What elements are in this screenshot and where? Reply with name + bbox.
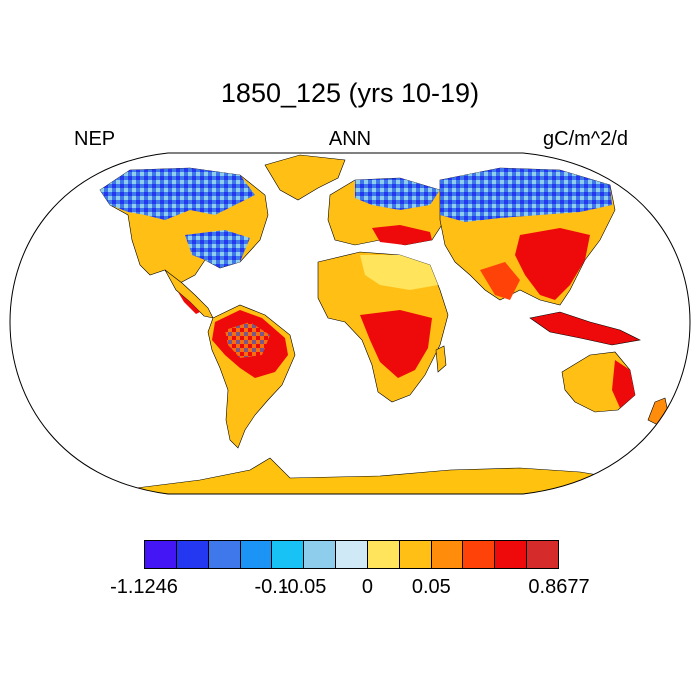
colorbar-segment [527,541,558,568]
colorbar-segment [431,541,464,568]
central-america-red [178,292,200,314]
variable-label: NEP [74,128,116,150]
siberia-blue [440,168,612,222]
map-outline [9,152,691,495]
africa-central-red [360,310,432,378]
australia-east-red [612,360,635,408]
indonesia [529,311,641,346]
east-asia-red [515,228,590,300]
south-america-tropics-mixed [225,322,270,358]
colorbar-tick-label: -1.1246 [110,576,178,598]
units-label: gC/m^2/d [543,128,628,150]
europe-north-blue [355,178,440,210]
colorbar-tick-label: 0.05 [411,576,451,598]
europe-south-red [372,225,432,245]
colorbar-segment [304,541,337,568]
colorbar-segment [336,541,368,568]
greenland [264,154,346,201]
colorbar-segment [495,541,528,568]
colorbar-tick-label: 0 [361,576,374,598]
colorbar-segment [176,541,209,568]
map-title: 1850_125 (yrs 10-19) [220,78,480,108]
colorbar-segment [240,541,273,568]
antarctica [10,457,690,494]
colorbar-tick-label: -0.1 [254,576,289,598]
madagascar [435,345,447,373]
colorbar-segment [399,541,432,568]
colorbar-segment [145,541,177,568]
colorbar-segment [367,541,400,568]
season-label: ANN [328,128,372,150]
colorbar-tick-label: -0.05 [280,576,327,598]
colorbar-segment [463,541,496,568]
south-asia-red [480,262,520,300]
colorbar-tick-label: 0.8677 [528,576,590,598]
colorbar-segment [208,541,241,568]
africa-north-light [360,255,438,290]
north-america-north-blue [100,168,255,220]
colorbar-segment [272,541,305,568]
colorbar [144,540,559,569]
north-america-east-blue [185,230,250,268]
